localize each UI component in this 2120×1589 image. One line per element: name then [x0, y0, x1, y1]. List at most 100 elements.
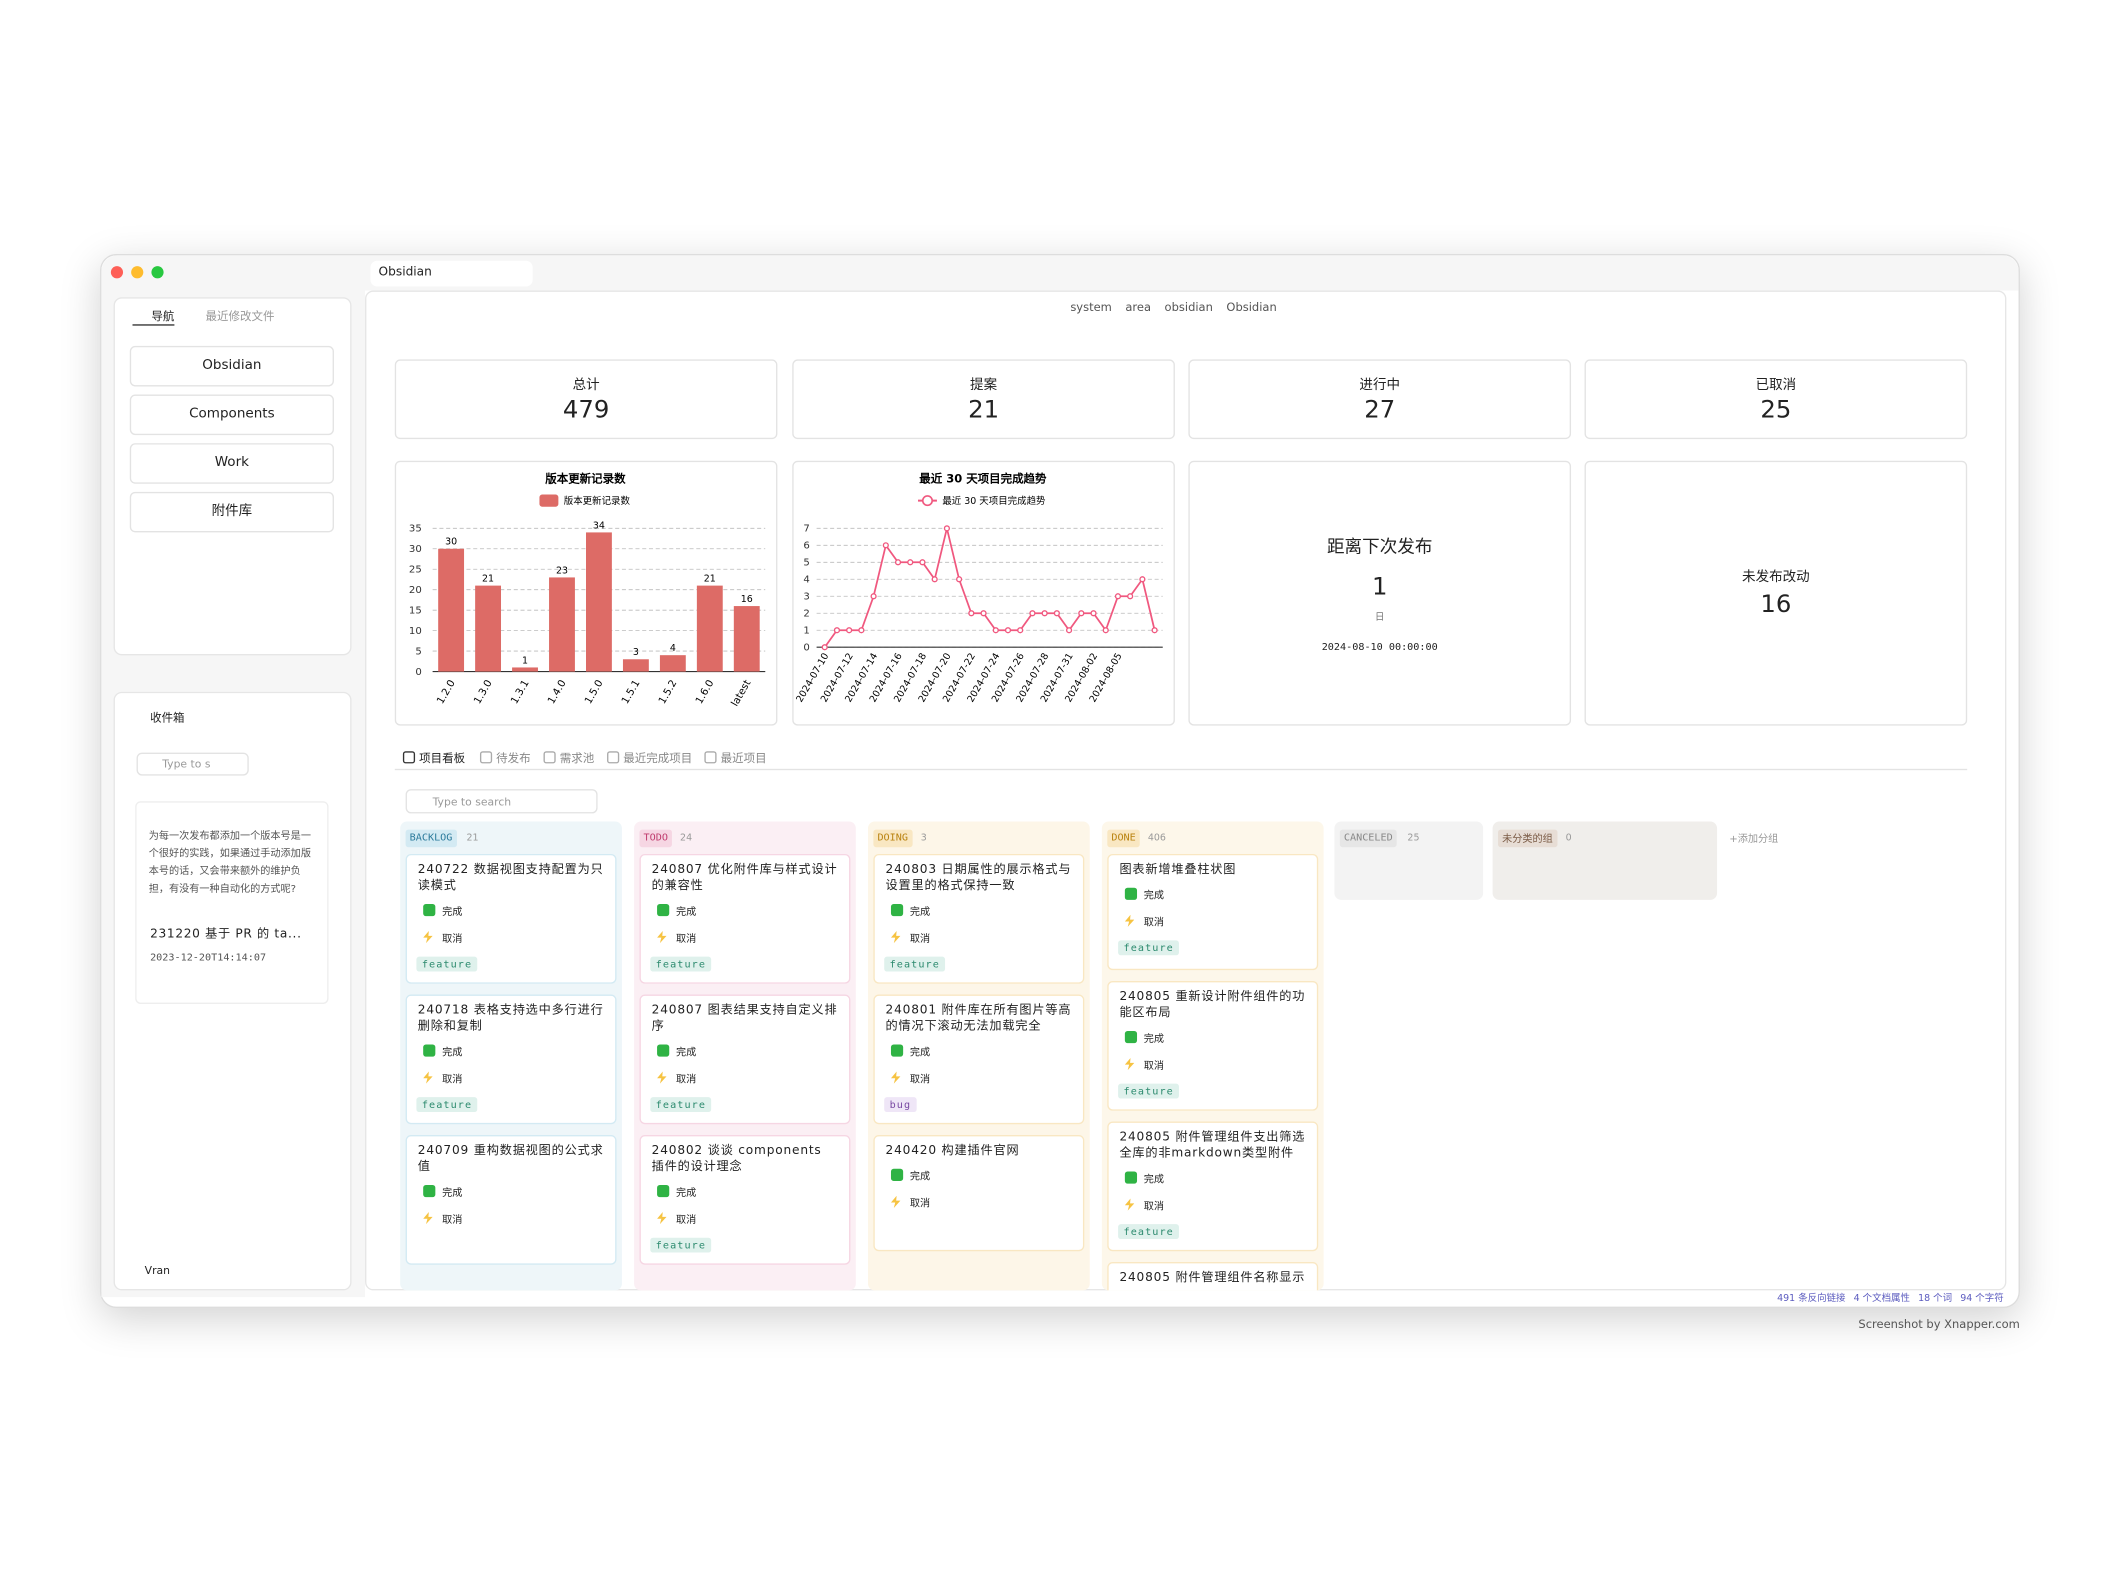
x-tick-label: 1.3.1	[509, 678, 531, 706]
checkbox-label[interactable]: 完成	[676, 905, 697, 918]
card[interactable]: 240807 图表结果支持自定义排序 完成 取消 feature	[639, 994, 851, 1125]
search-input[interactable]: Type to s	[136, 752, 249, 776]
cancel-label[interactable]: 取消	[909, 932, 931, 945]
cancel-label[interactable]: 取消	[676, 1213, 697, 1226]
cancel-label[interactable]: 取消	[442, 1072, 463, 1086]
y-tick-label: 1	[803, 626, 809, 637]
cancel-label[interactable]: 取消	[442, 932, 463, 945]
tag[interactable]: feature	[416, 1097, 478, 1113]
card[interactable]: 240807 优化附件库与样式设计的兼容性 完成 取消 feature	[639, 853, 851, 984]
bar	[696, 585, 723, 672]
sidebar-tab[interactable]: 最近修改文件	[205, 310, 275, 325]
view-tab[interactable]: 待发布	[496, 752, 531, 767]
data-label: 4	[670, 643, 676, 654]
tag[interactable]: feature	[1118, 940, 1180, 956]
stat-card	[1584, 359, 1968, 440]
column-name[interactable]: DOING	[873, 829, 913, 848]
card[interactable]: 240802 谈谈 components 插件的设计理念 完成 取消 feature	[639, 1135, 851, 1265]
checkbox-label[interactable]: 完成	[442, 905, 463, 918]
view-tab[interactable]: 最近项目	[720, 752, 767, 767]
card[interactable]: 240709 重构数据视图的公式求值完成取消	[405, 1135, 617, 1265]
cancel-label[interactable]: 取消	[442, 1213, 463, 1226]
checkbox-label[interactable]: 完成	[1143, 889, 1165, 902]
point	[1041, 610, 1048, 617]
column-count: 21	[466, 832, 479, 844]
view-tab[interactable]: 需求池	[559, 752, 595, 767]
nav-button[interactable]: Components	[129, 394, 334, 436]
note-text: 为每一次发布都添加一个版本号是一个很好的实践，如果通过手动添加版本号的话，又会带…	[148, 829, 311, 895]
checkbox-label[interactable]: 完成	[909, 1045, 931, 1058]
cancel-label[interactable]: 取消	[1143, 916, 1165, 929]
tag[interactable]: feature	[650, 1097, 712, 1113]
checkbox-label[interactable]: 完成	[442, 1045, 463, 1058]
card[interactable]: 240801 附件库在所有图片等高的情况下滚动无法加载完全 完成 取消 bug	[873, 994, 1085, 1125]
view-tab[interactable]: 最近完成项目	[623, 752, 693, 767]
tag[interactable]: feature	[1118, 1224, 1180, 1240]
board-column: TODO 24 240807 优化附件库与样式设计的兼容性 完成 取消 feature 24…	[634, 821, 856, 1291]
checkbox-label[interactable]: 完成	[442, 1186, 463, 1199]
chart-title: 版本更新记录数	[545, 471, 626, 485]
cancel-label[interactable]: 取消	[909, 1072, 931, 1086]
chart-title: 最近 30 天项目完成趋势	[919, 471, 1047, 485]
tag[interactable]: bug	[884, 1097, 917, 1113]
nav-button[interactable]: 附件库	[129, 491, 334, 533]
tag[interactable]: feature	[650, 1237, 712, 1253]
traffic-light[interactable]	[110, 266, 124, 279]
nav-button[interactable]: Work	[129, 443, 334, 484]
cancel-label[interactable]: 取消	[1143, 1059, 1165, 1072]
chart-card	[1584, 460, 1968, 726]
stat-value: 27	[1364, 395, 1396, 425]
nav-button[interactable]: Obsidian	[129, 345, 334, 387]
point	[858, 627, 865, 634]
tag[interactable]: feature	[1118, 1083, 1180, 1099]
user-name[interactable]: Vran	[144, 1264, 170, 1277]
crumb[interactable]: area	[1125, 301, 1152, 315]
view-tab[interactable]: 项目看板	[419, 752, 466, 767]
crumb[interactable]: Obsidian	[1226, 301, 1277, 315]
cancel-label[interactable]: 取消	[1143, 1199, 1165, 1213]
data-label: 21	[704, 574, 716, 585]
sidebar-tab[interactable]: 导航	[132, 308, 175, 326]
column-name[interactable]: TODO	[639, 829, 673, 848]
card-title: 240709 重构数据视图的公式求值	[417, 1144, 604, 1175]
checkbox-label[interactable]: 完成	[1143, 1172, 1165, 1186]
column-count: 24	[680, 832, 693, 844]
board-search[interactable]: Type to search	[405, 789, 598, 814]
card[interactable]: 240805 重新设计附件组件的功能区布局 完成 取消 feature	[1107, 980, 1319, 1111]
card[interactable]: 240803 日期属性的展示格式与设置里的格式保持一致 完成 取消 feature	[873, 853, 1085, 984]
checkbox-label[interactable]: 完成	[676, 1186, 697, 1199]
tag[interactable]: feature	[650, 956, 712, 972]
column-name[interactable]: DONE	[1107, 829, 1140, 848]
point	[833, 627, 841, 634]
card[interactable]: 240718 表格支持选中多行进行删除和复制 完成 取消 feature	[405, 994, 617, 1125]
traffic-light[interactable]	[131, 266, 144, 279]
y-tick-label: 20	[409, 585, 422, 596]
card[interactable]: 240420 构建插件官网 完成 取消	[873, 1135, 1085, 1252]
card[interactable]: 240722 数据视图支持配置为只读模式 完成 取消 feature	[405, 853, 617, 984]
crumb[interactable]: system	[1070, 301, 1112, 315]
card[interactable]: 240805 附件管理组件支出筛选全库的非markdown类型附件 完成 取消 fea…	[1107, 1121, 1319, 1252]
column-name[interactable]: 未分类的组	[1498, 829, 1557, 848]
column-name[interactable]: CANCELED	[1339, 829, 1397, 848]
card[interactable]: 图表新增堆叠柱状图 完成 取消 feature	[1107, 853, 1319, 971]
tag[interactable]: feature	[416, 956, 478, 972]
column-name[interactable]: BACKLOG	[405, 829, 457, 848]
tag[interactable]: feature	[884, 956, 946, 972]
checkbox-label[interactable]: 完成	[676, 1045, 697, 1058]
checkbox-label[interactable]: 完成	[909, 905, 931, 918]
add-group[interactable]: +添加分组	[1729, 832, 1779, 845]
board-column: DONE 406 图表新增堆叠柱状图 完成 取消 feature 240805 重新设计附件…	[1101, 821, 1324, 1291]
crumb[interactable]: obsidian	[1164, 301, 1213, 315]
traffic-light[interactable]	[151, 266, 164, 279]
point	[1151, 627, 1158, 634]
checkbox-label[interactable]: 完成	[909, 1170, 931, 1183]
checkbox-label[interactable]: 完成	[1143, 1032, 1165, 1045]
cancel-label[interactable]: 取消	[909, 1197, 931, 1210]
cancel-label[interactable]: 取消	[676, 932, 697, 945]
cancel-label[interactable]: 取消	[676, 1072, 697, 1086]
note-card[interactable]	[135, 801, 329, 1004]
checkbox	[423, 903, 436, 917]
card[interactable]: 240805 附件管理组件名称显示	[1107, 1262, 1319, 1291]
tab[interactable]: Obsidian	[370, 260, 533, 287]
